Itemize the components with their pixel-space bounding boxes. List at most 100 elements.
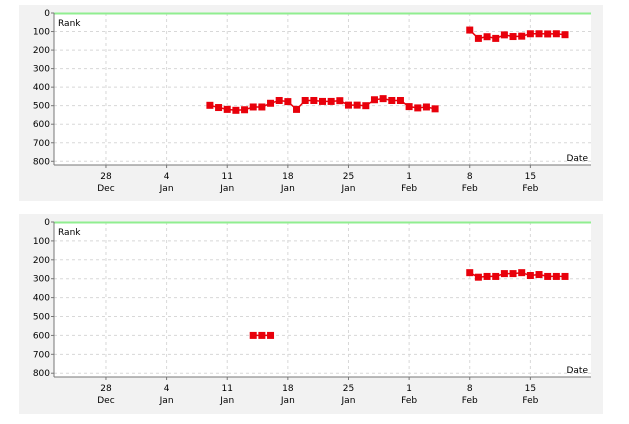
- data-point: [215, 104, 223, 112]
- data-point: [483, 33, 491, 41]
- data-point: [552, 272, 560, 280]
- data-point: [267, 99, 275, 107]
- x-tick-day-label: 11: [221, 172, 232, 182]
- data-point: [535, 30, 543, 38]
- y-axis-title: Rank: [58, 228, 81, 238]
- y-axis-title: Rank: [58, 19, 81, 29]
- data-point: [267, 331, 275, 339]
- x-tick-month-label: Feb: [401, 184, 417, 194]
- x-tick-day-label: 28: [100, 172, 112, 182]
- rank-chart-2-svg: 0 100 200 300 400 500 600 700 800 28 Dec 4 Jan 11 Jan 1…: [33, 218, 591, 406]
- data-point: [249, 331, 257, 339]
- x-tick-day-label: 28: [100, 384, 112, 394]
- y-tick-label: 700: [33, 350, 50, 360]
- data-point: [500, 270, 508, 278]
- data-point: [526, 271, 534, 279]
- data-point: [552, 30, 560, 38]
- y-tick-label: 200: [33, 256, 50, 266]
- data-point: [353, 101, 361, 109]
- data-point: [388, 96, 396, 104]
- x-tick-month-label: Feb: [401, 396, 417, 406]
- data-point: [396, 96, 404, 104]
- x-tick-month-label: Jan: [280, 396, 295, 406]
- y-tick-label: 100: [33, 28, 50, 38]
- data-point: [561, 272, 569, 280]
- data-point: [509, 33, 517, 41]
- y-tick-label: 400: [33, 83, 50, 93]
- x-tick-month-label: Jan: [280, 184, 295, 194]
- x-tick-month-label: Jan: [159, 184, 174, 194]
- data-point: [327, 97, 335, 105]
- rank-chart-1-svg: 0 100 200 300 400 500 600 700 800 28 Dec 4 Jan 11 Jan 1…: [33, 9, 591, 194]
- data-point: [474, 34, 482, 42]
- x-tick-day-label: 1: [406, 384, 412, 394]
- rank-chart-1: 0 100 200 300 400 500 600 700 800 28 Dec 4 Jan 11 Jan 1…: [19, 5, 603, 201]
- y-tick-label: 100: [33, 237, 50, 247]
- y-tick-label: 0: [44, 9, 50, 19]
- data-point: [293, 105, 301, 113]
- x-tick-month-label: Jan: [219, 184, 234, 194]
- x-tick-day-label: 4: [164, 384, 170, 394]
- x-tick-day-label: 25: [343, 384, 354, 394]
- x-tick-day-label: 4: [164, 172, 170, 182]
- x-tick-month-label: Jan: [159, 396, 174, 406]
- data-point: [301, 96, 309, 104]
- data-point: [466, 26, 474, 34]
- data-point: [535, 271, 543, 279]
- y-tick-label: 700: [33, 139, 50, 149]
- x-tick-month-label: Jan: [341, 184, 356, 194]
- data-point: [362, 102, 370, 110]
- y-tick-label: 400: [33, 294, 50, 304]
- y-tick-label: 300: [33, 65, 50, 75]
- data-point: [336, 97, 344, 105]
- x-tick-day-label: 1: [406, 172, 412, 182]
- data-point: [544, 30, 552, 38]
- x-tick-month-label: Feb: [522, 184, 538, 194]
- data-point: [431, 105, 439, 113]
- data-point: [223, 105, 231, 113]
- x-tick-month-label: Jan: [219, 396, 234, 406]
- data-point: [370, 96, 378, 104]
- data-point: [509, 270, 517, 278]
- data-point: [232, 106, 240, 114]
- data-point: [492, 34, 500, 42]
- data-point: [483, 272, 491, 280]
- x-tick-month-label: Dec: [97, 184, 114, 194]
- x-tick-month-label: Jan: [341, 396, 356, 406]
- rank-chart-2: 0 100 200 300 400 500 600 700 800 28 Dec 4 Jan 11 Jan 1…: [19, 214, 603, 414]
- data-point: [258, 331, 266, 339]
- data-point: [249, 103, 257, 111]
- x-tick-day-label: 18: [282, 172, 294, 182]
- y-tick-label: 500: [33, 102, 50, 112]
- y-tick-label: 200: [33, 46, 50, 56]
- x-axis-title: Date: [566, 154, 588, 164]
- data-point: [518, 32, 526, 40]
- y-tick-label: 600: [33, 331, 50, 341]
- y-tick-label: 800: [33, 157, 50, 167]
- data-point: [518, 269, 526, 277]
- x-tick-day-label: 15: [525, 384, 536, 394]
- x-tick-month-label: Feb: [462, 396, 478, 406]
- data-point: [474, 273, 482, 281]
- data-point: [500, 31, 508, 39]
- data-point: [275, 96, 283, 104]
- x-tick-day-label: 25: [343, 172, 354, 182]
- x-tick-month-label: Feb: [462, 184, 478, 194]
- data-point: [206, 101, 214, 109]
- data-point: [544, 272, 552, 280]
- y-tick-label: 800: [33, 369, 50, 379]
- data-point: [466, 269, 474, 277]
- data-point: [414, 104, 422, 112]
- data-point: [258, 103, 266, 111]
- x-axis-title: Date: [566, 366, 588, 376]
- data-point: [310, 96, 318, 104]
- y-tick-label: 500: [33, 313, 50, 323]
- data-point: [526, 30, 534, 38]
- data-point: [379, 95, 387, 103]
- data-point: [561, 31, 569, 39]
- x-tick-day-label: 11: [221, 384, 232, 394]
- x-tick-month-label: Dec: [97, 396, 114, 406]
- data-point: [405, 103, 413, 111]
- data-point: [319, 97, 326, 105]
- data-point: [492, 272, 500, 280]
